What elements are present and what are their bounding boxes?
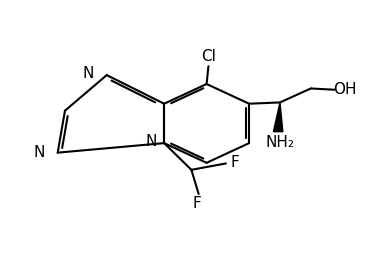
Text: F: F xyxy=(193,196,201,211)
Text: N: N xyxy=(146,134,157,149)
Polygon shape xyxy=(273,103,283,132)
Text: N: N xyxy=(83,66,94,81)
Text: N: N xyxy=(34,145,45,160)
Text: NH₂: NH₂ xyxy=(265,135,295,150)
Text: OH: OH xyxy=(333,82,357,97)
Text: F: F xyxy=(231,155,239,170)
Text: Cl: Cl xyxy=(201,49,216,63)
